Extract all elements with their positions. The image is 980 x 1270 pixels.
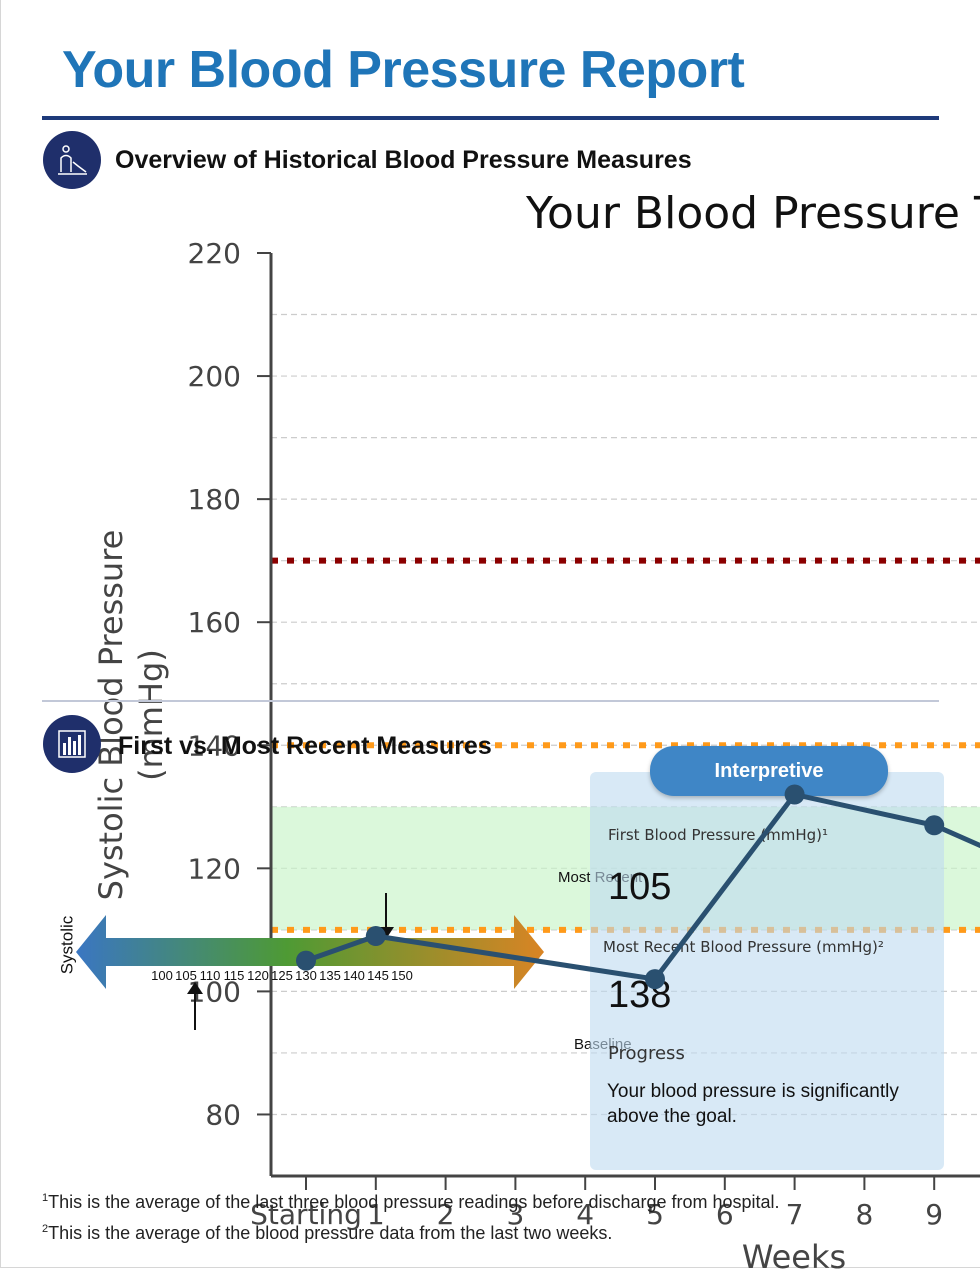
data-point xyxy=(785,784,805,804)
data-point xyxy=(924,815,944,835)
data-point xyxy=(366,926,386,946)
footnote-1: 1This is the average of the last three b… xyxy=(42,1192,780,1213)
data-point xyxy=(645,969,665,989)
data-point xyxy=(296,951,316,971)
footnote-2: 2This is the average of the blood pressu… xyxy=(42,1223,612,1244)
series-line xyxy=(306,794,980,979)
